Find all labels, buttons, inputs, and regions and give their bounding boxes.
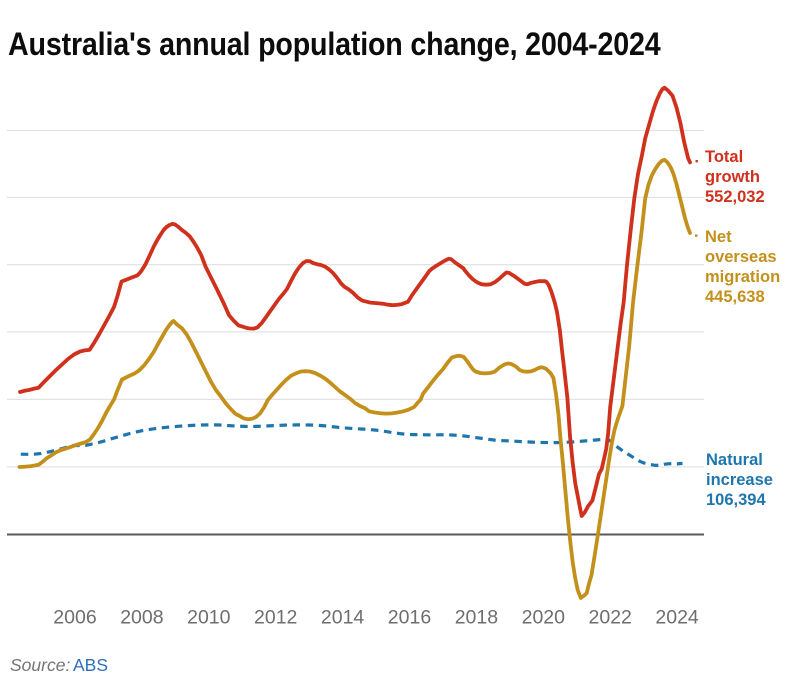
svg-text:Net: Net (705, 228, 732, 246)
svg-text:445,638: 445,638 (705, 288, 765, 306)
svg-text:Total: Total (705, 148, 743, 166)
svg-text:ABS: ABS (73, 655, 108, 675)
svg-text:2020: 2020 (522, 607, 566, 629)
svg-text:2008: 2008 (120, 607, 163, 629)
svg-text:2006: 2006 (53, 607, 96, 629)
svg-text:increase: increase (706, 471, 773, 489)
svg-text:overseas: overseas (705, 248, 777, 266)
svg-text:2018: 2018 (455, 607, 498, 629)
svg-text:2012: 2012 (254, 607, 297, 629)
svg-text:Source:: Source: (10, 655, 70, 675)
svg-text:2024: 2024 (655, 607, 699, 629)
svg-text:Natural: Natural (706, 451, 763, 469)
svg-text:2022: 2022 (589, 607, 632, 629)
svg-text:2014: 2014 (321, 607, 365, 629)
svg-text:growth: growth (705, 168, 760, 186)
svg-text:106,394: 106,394 (706, 491, 766, 509)
svg-text:migration: migration (705, 268, 780, 286)
svg-text:2010: 2010 (187, 607, 231, 629)
svg-text:2016: 2016 (388, 607, 431, 629)
svg-text:552,032: 552,032 (705, 188, 765, 206)
svg-text:Australia's annual population: Australia's annual population change, 20… (8, 28, 661, 63)
